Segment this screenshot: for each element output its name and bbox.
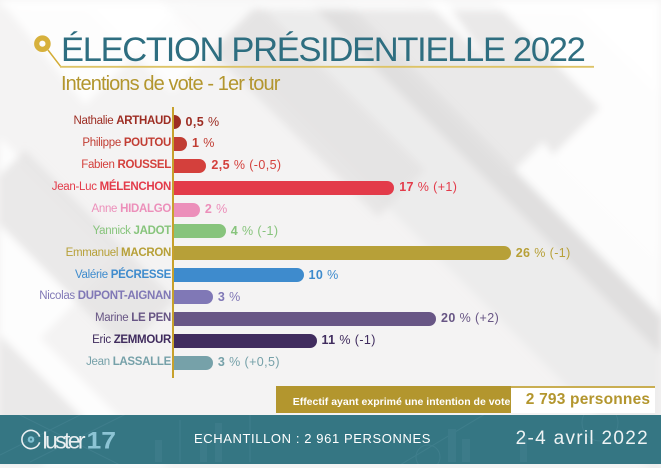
- svg-text:17: 17: [87, 428, 117, 455]
- svg-text:luster: luster: [43, 428, 86, 454]
